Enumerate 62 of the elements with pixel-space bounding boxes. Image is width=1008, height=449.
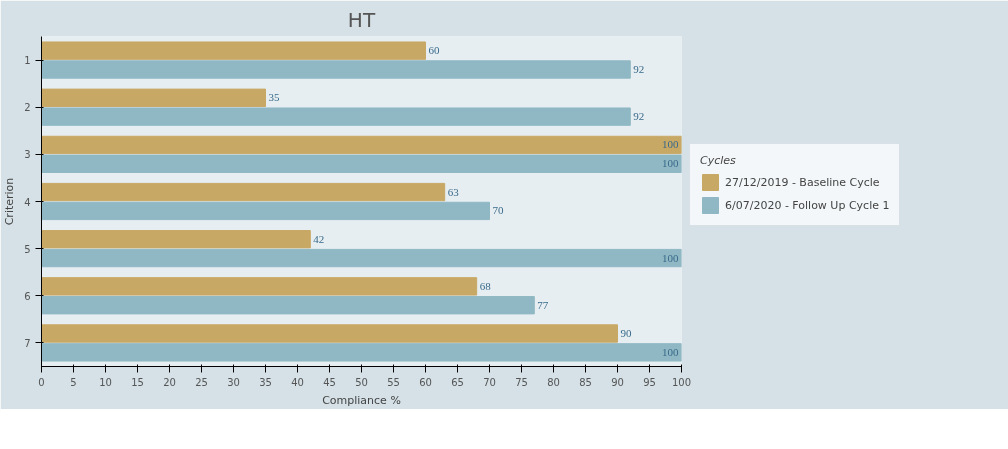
bar <box>41 201 490 221</box>
bar <box>41 135 682 155</box>
data-label: 35 <box>268 91 280 104</box>
x-tick-label: 100 <box>671 376 692 388</box>
x-tick-label: 90 <box>611 376 624 388</box>
bar <box>41 343 682 362</box>
data-label: 60 <box>428 44 440 57</box>
y-tick-label: 1 <box>24 55 31 67</box>
bar <box>41 277 478 296</box>
x-tick-label: 20 <box>163 376 176 388</box>
y-tick-label: 4 <box>24 196 31 208</box>
x-tick-label: 85 <box>579 376 592 388</box>
x-tick-label: 15 <box>131 376 144 388</box>
legend-label: 27/12/2019 - Baseline Cycle <box>725 175 880 189</box>
bar <box>41 324 618 343</box>
x-tick-label: 70 <box>483 376 496 388</box>
bar <box>41 107 631 126</box>
y-tick-label: 2 <box>24 102 31 114</box>
x-tick-label: 80 <box>547 376 560 388</box>
x-tick-label: 10 <box>99 376 112 388</box>
data-label: 100 <box>662 251 679 264</box>
x-tick-label: 35 <box>259 376 272 388</box>
x-tick-label: 0 <box>38 376 45 388</box>
data-label: 77 <box>537 298 549 311</box>
bar <box>41 296 535 315</box>
bar <box>41 60 631 79</box>
y-tick-label: 7 <box>24 337 31 349</box>
x-tick-label: 25 <box>195 376 208 388</box>
bar <box>41 41 426 60</box>
data-label: 90 <box>620 327 632 339</box>
data-label: 92 <box>633 110 645 123</box>
x-tick-label: 30 <box>227 376 240 388</box>
x-axis-title: Compliance % <box>322 393 401 407</box>
y-axis-title: Criterion <box>3 177 17 226</box>
y-tick-label: 5 <box>24 243 31 255</box>
legend-label: 6/07/2020 - Follow Up Cycle 1 <box>725 198 890 212</box>
bar <box>41 248 682 268</box>
x-tick-label: 95 <box>643 376 656 388</box>
x-tick-label: 45 <box>323 376 336 388</box>
x-tick-label: 5 <box>70 376 77 388</box>
x-tick-label: 40 <box>291 376 304 388</box>
x-tick-label: 65 <box>451 376 464 388</box>
data-label: 63 <box>447 185 460 198</box>
data-label: 100 <box>662 157 679 170</box>
x-tick-label: 60 <box>419 376 432 388</box>
chart-title: HT <box>347 7 376 32</box>
bar <box>41 230 311 249</box>
x-tick-label: 50 <box>355 376 368 388</box>
data-label: 68 <box>479 279 492 292</box>
bar <box>41 88 266 107</box>
bar <box>41 182 446 202</box>
data-label: 100 <box>662 138 679 151</box>
y-tick-label: 3 <box>24 149 31 161</box>
x-tick-label: 55 <box>387 376 400 388</box>
data-label: 70 <box>492 204 504 217</box>
data-label: 42 <box>313 232 325 245</box>
bar <box>41 154 682 173</box>
data-label: 92 <box>633 63 645 75</box>
data-label: 100 <box>662 345 679 358</box>
legend-title: Cycles <box>700 154 737 167</box>
y-tick-label: 6 <box>24 290 31 302</box>
x-tick-label: 75 <box>515 376 528 388</box>
